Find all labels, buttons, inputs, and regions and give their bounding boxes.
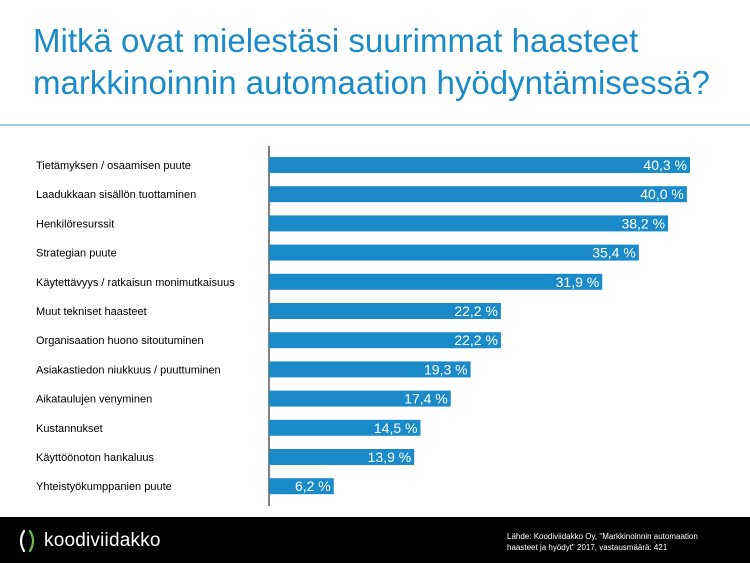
chart-title: Mitkä ovat mielestäsi suurimmat haasteet… [33,20,733,104]
source-line-1: Lähde: Koodiviidakko Oy, "Markkinoinnin … [507,532,698,541]
value-label: 35,4 % [592,245,636,261]
bar [269,186,687,203]
category-label: Käyttöönoton hankaluus [36,452,155,464]
title-line-2: markkinoinnin automaation hyödyntämisess… [33,64,710,101]
value-label: 22,2 % [454,332,498,348]
value-label: 40,0 % [640,186,684,202]
logo-text: koodiviidakko [44,530,161,551]
value-label: 6,2 % [295,478,331,494]
bar [269,390,451,407]
bar [269,273,603,290]
category-label: Käytettävyys / ratkaisun monimutkaisuus [36,277,235,289]
value-label: 19,3 % [424,361,468,377]
bar [269,215,669,232]
bar [269,361,471,378]
bar [269,419,421,436]
bar-chart: Tietämyksen / osaamisen puute 40,3 % Laadu… [36,146,690,506]
bar [269,303,501,319]
category-label: Aikataulujen venyminen [36,394,152,406]
value-label: 40,3 % [643,157,687,173]
category-label: Asiakastiedon niukkuus / puuttuminen [36,364,221,376]
bar [269,157,690,173]
title-line-1: Mitkä ovat mielestäsi suurimmat haasteet [33,22,639,59]
value-label: 22,2 % [454,303,498,319]
bar [269,244,639,261]
bar [269,449,415,465]
category-label: Organisaation huono sitoutuminen [36,335,204,347]
value-label: 17,4 % [404,391,448,407]
koodiviidakko-logo-icon [19,529,35,553]
category-label: Kustannukset [36,423,103,435]
category-label: Muut tekniset haasteet [36,306,147,318]
footer: koodiviidakko Lähde: Koodiviidakko Oy, "… [0,517,750,563]
value-label: 31,9 % [556,274,600,290]
bar [269,332,501,349]
value-label: 14,5 % [374,420,418,436]
category-label: Henkilöresurssit [36,218,114,230]
category-label: Laadukkaan sisällön tuottaminen [36,189,196,201]
source-note: Lähde: Koodiviidakko Oy, "Markkinoinnin … [507,531,747,553]
bar [269,478,334,495]
category-label: Tietämyksen / osaamisen puute [36,160,191,172]
value-label: 38,2 % [621,215,665,231]
value-label: 13,9 % [368,449,412,465]
source-line-2: haasteet ja hyödyt" 2017, vastausmäärä: … [507,543,668,552]
title-divider [0,124,750,126]
logo: koodiviidakko [16,527,161,555]
category-label: Strategian puute [36,248,117,260]
category-label: Yhteistyökumppanien puute [36,481,172,493]
